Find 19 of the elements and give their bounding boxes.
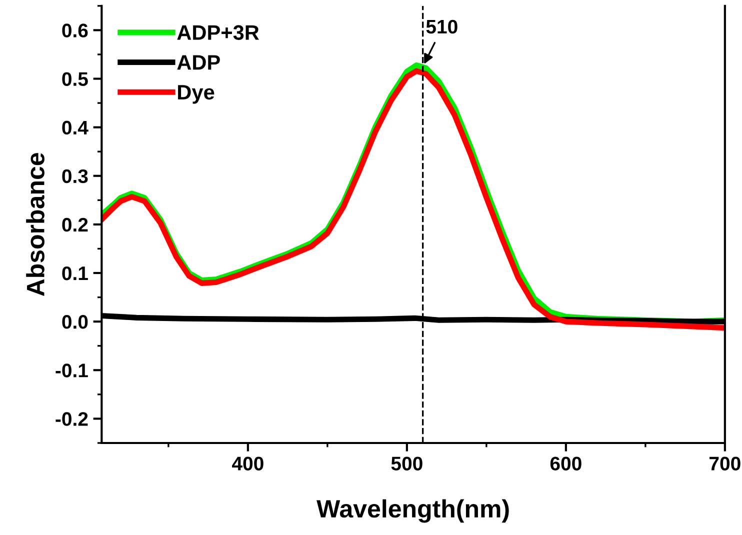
y-tick-label: 0.0 — [62, 315, 88, 329]
y-tick-label: 0.4 — [62, 120, 88, 135]
legend-label: ADP+3R — [177, 25, 260, 40]
legend-label: Dye — [178, 85, 214, 104]
y-tick-label: 0.3 — [62, 169, 88, 184]
y-tick-label: 0.6 — [62, 24, 88, 38]
legend-label: ADP — [177, 55, 220, 70]
y-tick-label: -0.1 — [56, 364, 88, 378]
x-tick-label: 600 — [550, 456, 582, 470]
x-axis-title: Wavelength(nm) — [316, 499, 509, 523]
y-axis-title: Absorbance — [26, 153, 44, 296]
y-tick-label: -0.2 — [56, 412, 88, 426]
x-tick-label: 400 — [232, 456, 264, 470]
y-tick-label: 0.1 — [62, 266, 88, 280]
y-tick-label: 0.5 — [62, 72, 88, 86]
y-tick-label: 0.2 — [62, 218, 88, 232]
x-tick-label: 500 — [391, 456, 422, 470]
annotation: 510 — [426, 20, 458, 34]
x-tick-label: 700 — [710, 456, 740, 470]
